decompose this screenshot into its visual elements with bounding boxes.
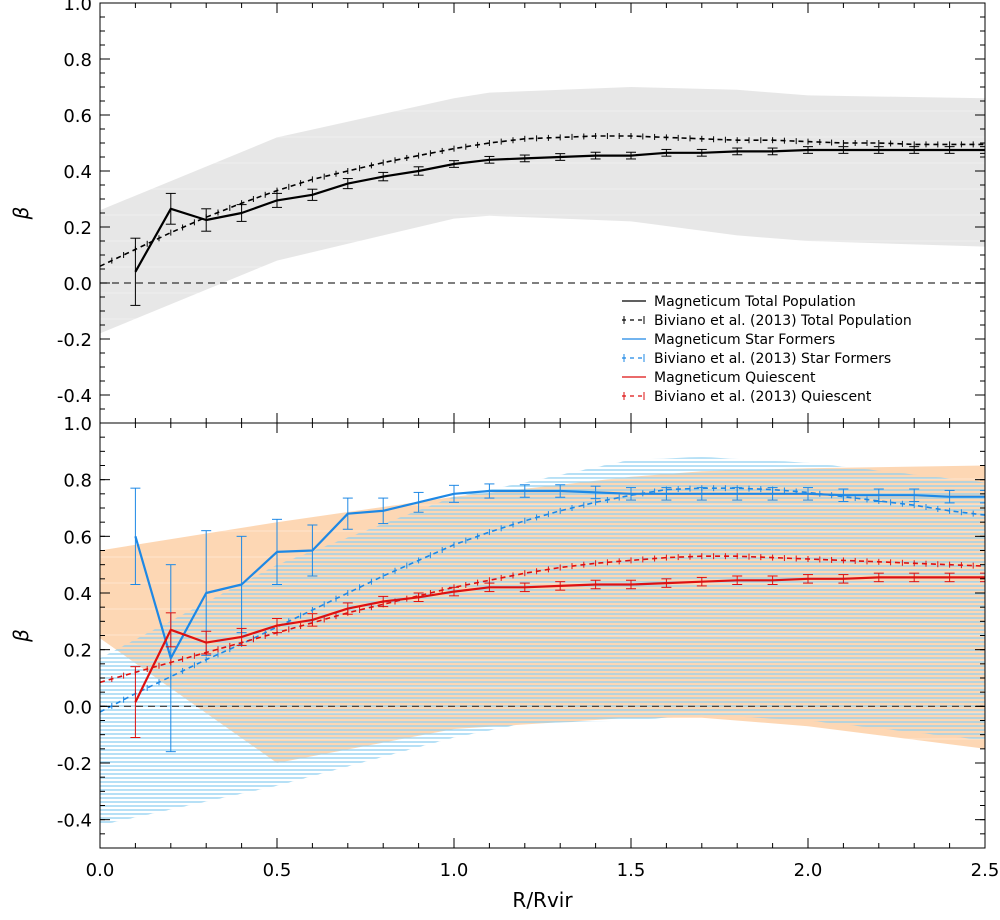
y-tick-label: -0.2 <box>57 754 92 775</box>
y-tick-label: 0.8 <box>63 50 92 71</box>
y-tick-label: 0.8 <box>63 471 92 492</box>
y-tick-label: 1.0 <box>63 0 92 15</box>
y-tick-label: 0.2 <box>63 218 92 239</box>
y-tick-label: 0.4 <box>63 584 92 605</box>
top-panel: -0.4 -0.2 0.0 0.2 0.4 0.6 0.8 1.0 β Magneticum To… <box>9 0 986 424</box>
y-tick-label: 0.0 <box>63 697 92 718</box>
y-tick-label: -0.2 <box>57 330 92 351</box>
spread-band-1 <box>100 457 985 826</box>
series-line-3 <box>100 555 985 684</box>
y-tick-label: 1.0 <box>63 414 92 435</box>
y-tick-label: 0.0 <box>63 274 92 295</box>
x-tick-label: 0.0 <box>86 860 115 881</box>
y-axis-title: β <box>9 629 33 643</box>
series-line-1 <box>100 135 985 267</box>
bottom-panel: -0.4 -0.2 0.0 0.2 0.4 0.6 0.8 1.0 0.0 0.5 1.0 1.5 2.… <box>9 414 999 912</box>
legend-entry-label: Biviano et al. (2013) Star Formers <box>654 351 891 367</box>
y-tick-label: 0.4 <box>63 162 92 183</box>
plot-area <box>100 6 985 398</box>
plot-area <box>100 426 985 844</box>
y-axis-title: β <box>9 206 33 220</box>
spread-band-0 <box>100 87 985 334</box>
legend-entry-label: Magneticum Total Population <box>654 294 856 310</box>
legend-entry-label: Magneticum Star Formers <box>654 332 835 348</box>
x-tick-label: 2.0 <box>794 860 823 881</box>
x-tick-label: 2.5 <box>971 860 1000 881</box>
legend-entry-label: Biviano et al. (2013) Quiescent <box>654 389 872 405</box>
y-tick-label: 0.6 <box>63 106 92 127</box>
legend-entry-label: Biviano et al. (2013) Total Population <box>654 313 912 329</box>
legend-entry-label: Magneticum Quiescent <box>654 370 816 386</box>
y-tick-label: -0.4 <box>57 386 92 407</box>
x-tick-label: 1.5 <box>617 860 646 881</box>
x-axis-title: R/Rvir <box>512 888 573 912</box>
y-tick-label: 0.2 <box>63 641 92 662</box>
y-tick-label: 0.6 <box>63 527 92 548</box>
y-tick-label: -0.4 <box>57 811 92 832</box>
x-tick-label: 1.0 <box>440 860 469 881</box>
x-tick-label: 0.5 <box>263 860 292 881</box>
